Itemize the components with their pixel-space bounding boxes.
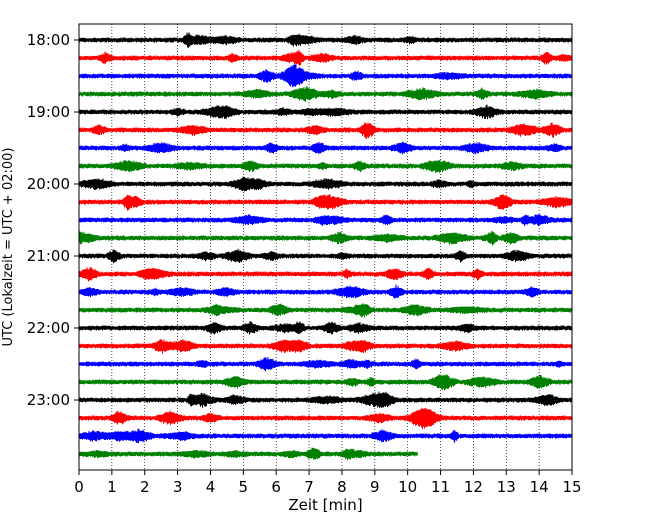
y-tick-label-2: 20:00 (27, 175, 70, 193)
x-tick-label-12: 12 (464, 478, 483, 496)
trace-1930 (78, 141, 573, 155)
trace-1845 (78, 85, 573, 102)
trace-2000 (78, 176, 573, 192)
trace-1915 (78, 122, 573, 140)
trace-2045 (78, 230, 573, 246)
trace-2200 (78, 321, 573, 335)
x-tick-label-0: 0 (74, 478, 84, 496)
x-tick-label-8: 8 (337, 478, 347, 496)
y-tick-label-3: 21:00 (27, 247, 70, 265)
trace-2345 (78, 447, 418, 461)
trace-2315 (78, 407, 573, 430)
y-tick-label-4: 22:00 (27, 319, 70, 337)
x-tick-label-3: 3 (173, 478, 183, 496)
trace-1900 (78, 104, 573, 120)
x-tick-label-4: 4 (206, 478, 216, 496)
trace-2015 (78, 194, 573, 211)
plot-frame (78, 23, 573, 471)
x-tick-label-2: 2 (140, 478, 150, 496)
traces (78, 32, 573, 461)
trace-2245 (78, 374, 573, 391)
trace-1945 (78, 159, 573, 173)
x-tick-label-6: 6 (271, 478, 281, 496)
trace-2115 (78, 267, 573, 282)
trace-1830 (78, 63, 573, 88)
trace-2030 (78, 213, 573, 227)
trace-2100 (78, 248, 573, 264)
trace-2230 (78, 357, 573, 372)
trace-1800 (78, 32, 573, 48)
trace-2130 (78, 284, 573, 299)
x-axis-ticks: 0 1 2 3 4 5 6 7 8 9 10 11 12 13 14 15 (74, 470, 582, 496)
x-tick-label-7: 7 (304, 478, 314, 496)
x-tick-label-11: 11 (431, 478, 450, 496)
trace-2330 (78, 428, 573, 444)
x-tick-label-15: 15 (562, 478, 581, 496)
x-tick-label-13: 13 (497, 478, 516, 496)
trace-2300 (78, 391, 573, 409)
x-grid (111, 24, 540, 470)
y-axis-ticks: 18:00 19:00 20:00 21:00 22:00 23:00 (27, 31, 79, 409)
y-axis-label: UTC (Lokalzeit = UTC + 02:00) (1, 148, 16, 347)
trace-2145 (78, 303, 573, 318)
x-tick-label-14: 14 (530, 478, 549, 496)
y-tick-label-0: 18:00 (27, 31, 70, 49)
x-tick-label-1: 1 (107, 478, 117, 496)
trace-2215 (78, 339, 573, 354)
x-tick-label-9: 9 (370, 478, 380, 496)
trace-1815 (78, 49, 573, 66)
x-axis-label: Zeit [min] (288, 496, 362, 514)
x-tick-label-10: 10 (398, 478, 417, 496)
x-tick-label-5: 5 (239, 478, 249, 496)
y-tick-label-5: 23:00 (27, 391, 70, 409)
y-tick-label-1: 19:00 (27, 103, 70, 121)
